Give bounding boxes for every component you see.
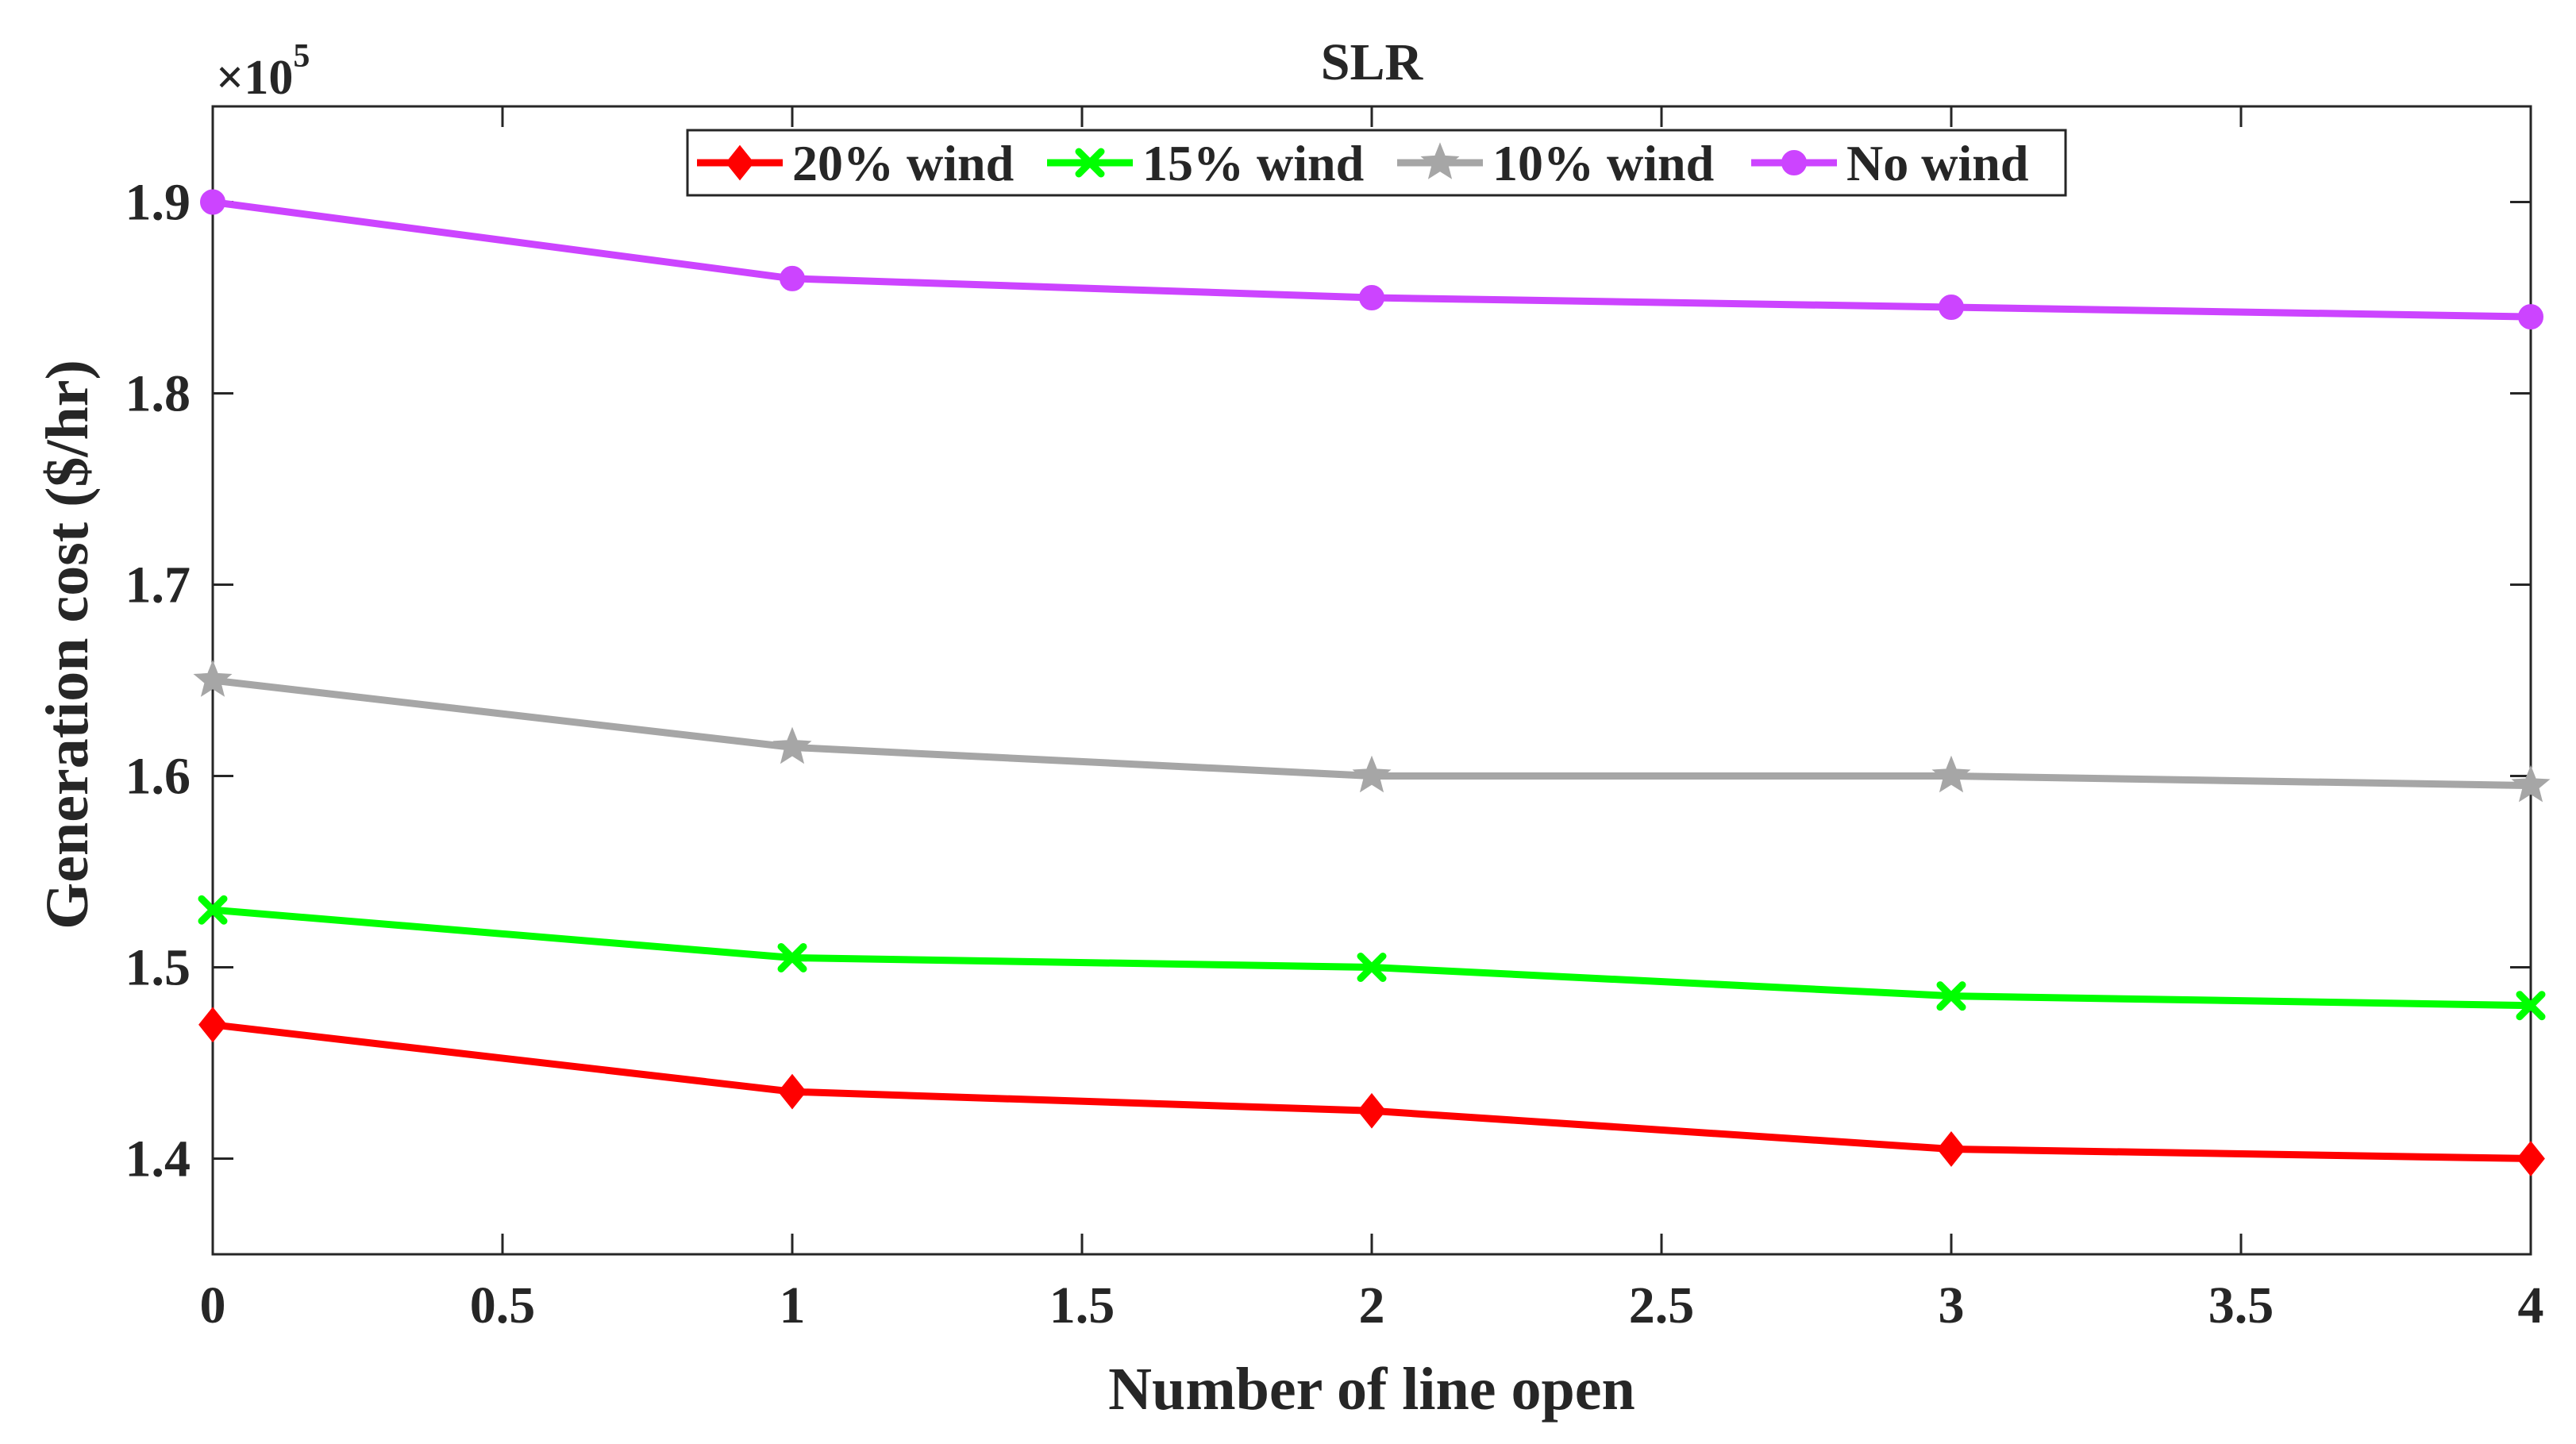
data-point <box>772 726 812 764</box>
legend-label: 15% wind <box>1142 135 1364 191</box>
series-10-wind <box>193 660 2551 803</box>
y-tick-label: 1.4 <box>125 1130 191 1188</box>
axes: 0 0.5 1 1.5 2 2.5 3 3.5 4 1.4 1.5 1.6 1.7 1.8 1.9 <box>125 106 2544 1334</box>
exponent-base: ×10 <box>216 51 293 105</box>
x-tick-label: 1 <box>780 1276 806 1334</box>
x-tick-label: 0 <box>200 1276 226 1334</box>
legend-label: No wind <box>1846 135 2028 191</box>
y-tick-label: 1.5 <box>125 939 191 997</box>
legend-marker <box>1781 150 1807 175</box>
legend-marker <box>1420 142 1460 179</box>
legend-entry: 10% wind <box>1397 135 1714 191</box>
y-tick-label: 1.8 <box>125 365 191 423</box>
data-point <box>1936 981 1966 1011</box>
series-group <box>193 189 2551 1176</box>
data-point <box>1939 295 1964 321</box>
data-point <box>1931 755 1971 793</box>
legend-entry: 15% wind <box>1047 135 1364 191</box>
x-tick-label: 2 <box>1359 1276 1385 1334</box>
data-point <box>1352 755 1392 793</box>
data-point <box>777 942 807 972</box>
data-point <box>780 265 805 291</box>
x-tick-label: 3 <box>1939 1276 1965 1334</box>
data-point <box>2516 991 2546 1021</box>
data-point <box>2511 764 2551 803</box>
y-tick-label: 1.7 <box>125 556 191 614</box>
data-point <box>2516 1141 2545 1176</box>
series-no-wind <box>200 189 2543 330</box>
x-tick-label: 1.5 <box>1049 1276 1115 1334</box>
data-point <box>778 1073 807 1110</box>
x-tick-label: 2.5 <box>1629 1276 1695 1334</box>
data-point <box>1357 953 1387 982</box>
data-point <box>2518 304 2543 330</box>
data-point <box>193 660 233 697</box>
x-tick-label: 3.5 <box>2208 1276 2274 1334</box>
plot-area <box>211 105 2532 1256</box>
chart-title: SLR <box>1321 33 1424 91</box>
data-point <box>198 1007 227 1043</box>
data-point <box>1937 1131 1966 1167</box>
legend-label: 10% wind <box>1492 135 1714 191</box>
legend-label: 20% wind <box>792 135 1014 191</box>
y-axis-label: Generation cost ($/hr) <box>34 360 101 930</box>
legend-entry: No wind <box>1751 135 2028 191</box>
data-point <box>1357 1092 1386 1129</box>
data-point <box>1359 285 1384 310</box>
legend-marker <box>726 144 754 181</box>
y-tick-label: 1.6 <box>125 748 191 806</box>
exponent-power: 5 <box>293 38 310 75</box>
data-point <box>200 189 225 215</box>
x-axis-label: Number of line open <box>1108 1356 1635 1423</box>
y-axis-exponent: ×105 <box>216 38 310 105</box>
legend-marker <box>1075 148 1105 178</box>
x-tick-label: 4 <box>2518 1276 2544 1334</box>
x-tick-label: 0.5 <box>470 1276 536 1334</box>
legend-entry: 20% wind <box>697 135 1014 191</box>
legend: 20% wind 15% wind 10% wind No wind <box>686 129 2067 197</box>
series-15-wind <box>198 895 2546 1021</box>
data-point <box>198 895 228 925</box>
series-20-wind <box>198 1007 2545 1176</box>
axes-box <box>211 105 2532 1256</box>
y-tick-label: 1.9 <box>125 174 191 232</box>
